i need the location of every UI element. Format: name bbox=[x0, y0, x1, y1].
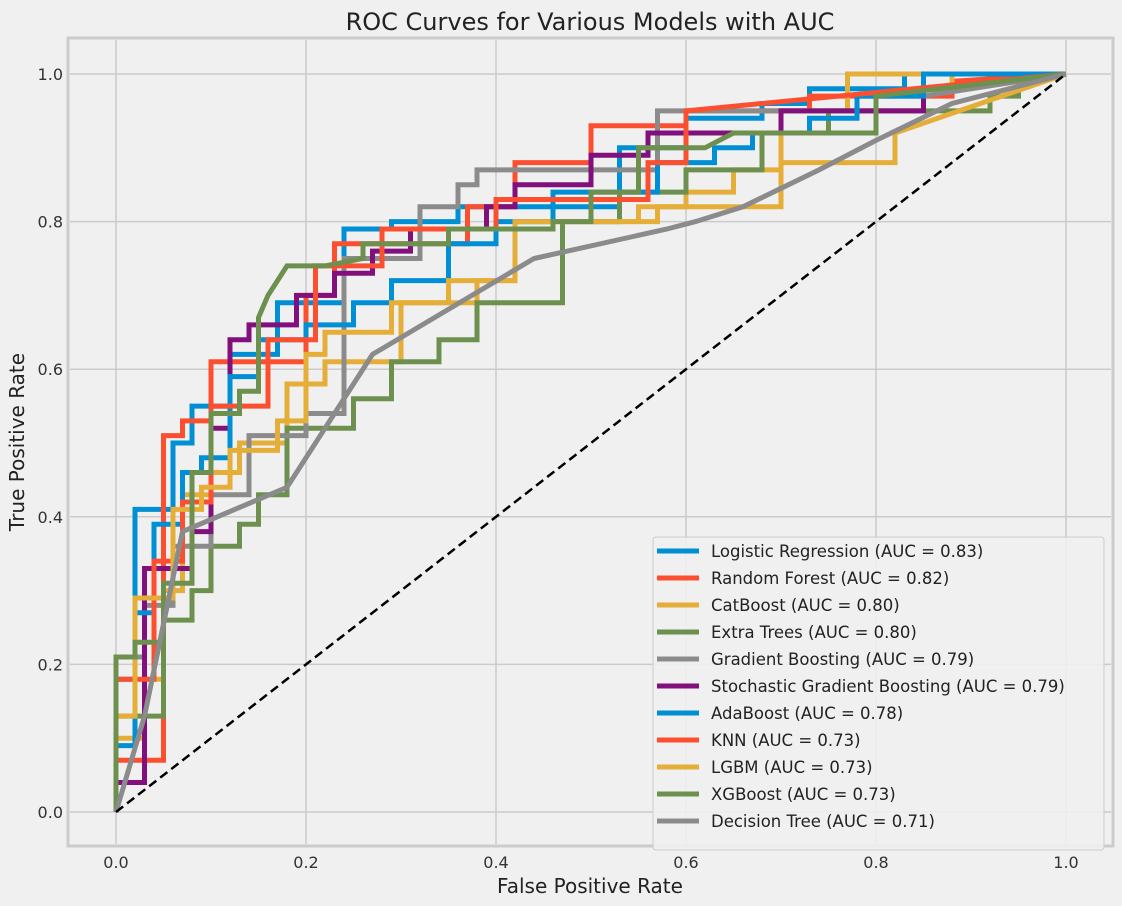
legend-entry: CatBoost (AUC = 0.80) bbox=[711, 596, 900, 615]
y-tick-label: 0.4 bbox=[38, 508, 63, 527]
x-tick-label: 0.2 bbox=[293, 853, 318, 872]
series-line-8 bbox=[113, 71, 1067, 812]
x-tick-labels: 0.0 0.2 0.4 0.6 0.8 1.0 bbox=[103, 853, 1078, 872]
legend-entry: LGBM (AUC = 0.73) bbox=[711, 758, 873, 777]
series-group bbox=[113, 71, 1067, 813]
x-tick-label: 0.4 bbox=[483, 853, 508, 872]
x-tick-label: 0.8 bbox=[863, 853, 888, 872]
y-axis-label: True Positive Rate bbox=[5, 353, 29, 532]
y-tick-label: 0.0 bbox=[38, 803, 63, 822]
legend-entry: KNN (AUC = 0.73) bbox=[711, 731, 861, 750]
x-tick-label: 1.0 bbox=[1053, 853, 1078, 872]
y-tick-label: 0.6 bbox=[38, 360, 63, 379]
legend-entry: AdaBoost (AUC = 0.78) bbox=[711, 704, 903, 723]
y-tick-label: 0.8 bbox=[38, 213, 63, 232]
chart-title: ROC Curves for Various Models with AUC bbox=[346, 8, 835, 36]
legend-entry: Decision Tree (AUC = 0.71) bbox=[711, 812, 935, 831]
y-tick-label: 1.0 bbox=[38, 65, 63, 84]
x-tick-label: 0.0 bbox=[103, 853, 128, 872]
legend: Logistic Regression (AUC = 0.83) Random F… bbox=[652, 536, 1105, 851]
legend-entry: Logistic Regression (AUC = 0.83) bbox=[711, 542, 983, 561]
x-tick-label: 0.6 bbox=[673, 853, 698, 872]
legend-entry: Extra Trees (AUC = 0.80) bbox=[711, 623, 917, 642]
legend-box bbox=[652, 536, 1105, 851]
series-line-7 bbox=[113, 71, 1067, 812]
legend-entry: Random Forest (AUC = 0.82) bbox=[711, 569, 949, 588]
x-axis-label: False Positive Rate bbox=[497, 874, 683, 898]
legend-entry: Stochastic Gradient Boosting (AUC = 0.79… bbox=[711, 677, 1065, 696]
y-tick-labels: 0.0 0.2 0.4 0.6 0.8 1.0 bbox=[38, 65, 63, 822]
series-line-5 bbox=[113, 71, 1067, 812]
legend-entry: XGBoost (AUC = 0.73) bbox=[711, 785, 896, 804]
y-tick-label: 0.2 bbox=[38, 655, 63, 674]
series-line-10 bbox=[113, 71, 1067, 813]
reference-line bbox=[115, 73, 1067, 813]
legend-entry: Gradient Boosting (AUC = 0.79) bbox=[711, 650, 974, 669]
